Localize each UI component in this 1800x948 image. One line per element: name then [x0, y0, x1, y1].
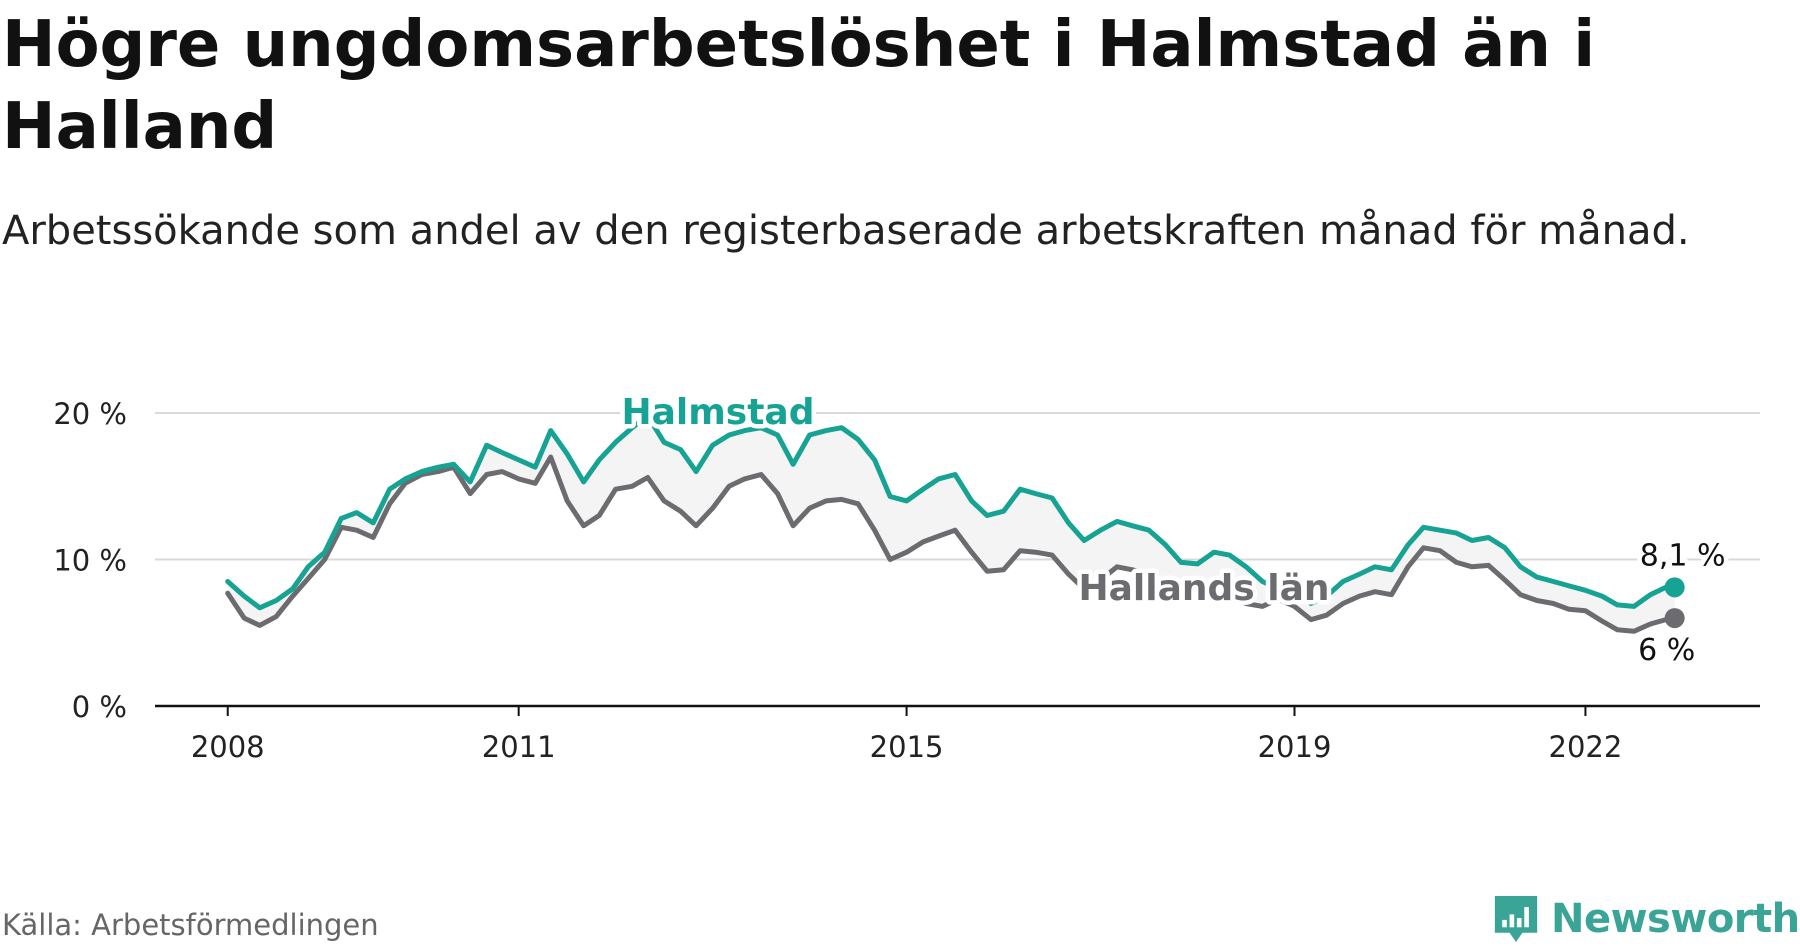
x-tick-label: 2015: [870, 730, 944, 764]
end-value-label-halmstad: 8,1 %: [1640, 538, 1726, 573]
series-line-hallands-lan: [225, 454, 1678, 634]
series-label-halmstad: Halmstad: [622, 392, 815, 433]
series-labels: Halmstad Hallands län 8,1 % 6 %: [617, 388, 1730, 673]
series-line-halmstad: [225, 413, 1678, 611]
newsworthy-logo[interactable]: Newsworthy: [1493, 890, 1800, 948]
chart-title: Högre ungdomsarbetslöshet i Halmstad än …: [2, 8, 1596, 164]
line-chart: 0 % 10 % 20 % 2008 2011 2015 2019 2022 Halmstad…: [53, 388, 1760, 764]
brand-name: Newsworthy: [1551, 896, 1800, 942]
bar-chart-icon: [1494, 896, 1538, 942]
y-tick-label: 10 %: [53, 544, 127, 578]
source-note: Källa: Arbetsförmedlingen: [2, 908, 379, 942]
end-value-label-hallands-lan: 6 %: [1638, 633, 1695, 668]
x-tick-label: 2019: [1258, 730, 1332, 764]
chart-subtitle: Arbetssökande som andel av den registerb…: [2, 208, 1690, 254]
difference-band: [227, 415, 1675, 632]
x-tick-label: 2011: [482, 730, 556, 764]
end-point-marker: [1664, 608, 1685, 629]
series-label-hallands-lan: Hallands län: [1078, 568, 1329, 609]
y-tick-label: 0 %: [72, 690, 127, 724]
y-tick-label: 20 %: [53, 397, 127, 431]
x-tick-label: 2008: [191, 730, 265, 764]
axes: 0 % 10 % 20 % 2008 2011 2015 2019 2022: [53, 397, 1760, 764]
series-lines: [225, 413, 1685, 634]
x-tick-label: 2022: [1549, 730, 1623, 764]
end-point-marker: [1664, 577, 1685, 598]
